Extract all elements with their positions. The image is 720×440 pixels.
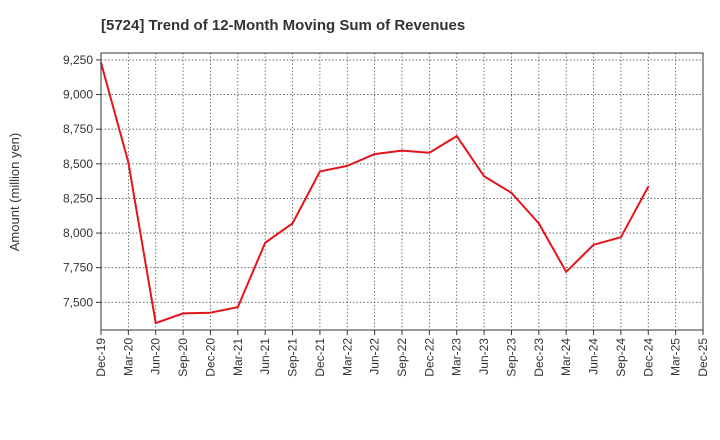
data-point: [182, 312, 184, 315]
data-point: [291, 222, 294, 225]
x-tick-label: Jun-23: [477, 338, 491, 375]
x-tick-label: Dec-25: [696, 338, 710, 377]
x-tick-label: Dec-19: [94, 338, 108, 377]
x-tick-label: Dec-24: [641, 338, 655, 377]
data-point: [401, 149, 403, 152]
x-tick-label: Jun-20: [149, 338, 163, 375]
x-tick-label: Sep-23: [504, 338, 518, 377]
data-point: [127, 161, 130, 164]
y-axis-label: Amount (million yen): [7, 133, 22, 252]
data-point: [264, 241, 267, 244]
y-axis-ticks: 7,500 7,750 8,000 8,250 8,500 8,750 9,000 9,250: [63, 53, 101, 309]
data-point: [483, 175, 485, 178]
data-point: [620, 236, 622, 239]
x-tick-label: Mar-20: [121, 338, 135, 376]
y-tick-label: 9,000: [63, 88, 93, 102]
x-tick-label: Mar-24: [559, 338, 573, 376]
x-tick-label: Jun-21: [258, 338, 272, 375]
x-tick-label: Sep-21: [286, 338, 300, 377]
x-tick-label: Sep-24: [614, 338, 628, 377]
data-point: [373, 153, 376, 156]
chart-title: [5724] Trend of 12-Month Moving Sum of R…: [101, 17, 465, 34]
y-tick-label: 8,500: [63, 157, 93, 171]
data-point: [565, 270, 568, 273]
x-axis-ticks: Dec-19 Mar-20 Jun-20 Sep-20 Dec-20 Mar-21 Jun-…: [94, 330, 710, 377]
x-tick-label: Mar-21: [231, 338, 245, 376]
data-point: [647, 185, 650, 188]
plot-frame: [100, 52, 704, 331]
y-tick-label: 9,250: [63, 53, 93, 67]
data-point: [592, 243, 595, 246]
x-tick-label: Sep-22: [395, 338, 409, 377]
data-point: [154, 322, 157, 324]
x-tick-label: Dec-21: [313, 338, 327, 377]
x-tick-label: Mar-22: [340, 338, 354, 376]
x-tick-label: Dec-23: [532, 338, 546, 377]
x-tick-label: Dec-20: [203, 338, 217, 377]
data-point: [537, 222, 540, 225]
data-point: [455, 135, 458, 138]
y-tick-label: 7,500: [63, 295, 93, 309]
y-tick-label: 8,250: [63, 191, 93, 205]
x-tick-label: Jun-22: [368, 338, 382, 375]
y-tick-label: 8,750: [63, 122, 93, 136]
x-tick-label: Jun-24: [587, 338, 601, 375]
data-point: [319, 170, 321, 173]
data-point: [428, 151, 431, 154]
y-tick-label: 7,750: [63, 261, 93, 275]
x-tick-label: Sep-20: [176, 338, 190, 377]
data-point: [209, 311, 212, 314]
x-tick-label: Dec-22: [422, 338, 436, 377]
y-tick-label: 8,000: [63, 226, 93, 240]
data-point: [236, 306, 239, 309]
data-point: [510, 191, 513, 194]
data-point: [346, 164, 349, 167]
grid-lines: [101, 53, 703, 330]
x-tick-label: Mar-23: [450, 338, 464, 376]
x-tick-label: Mar-25: [669, 338, 683, 376]
